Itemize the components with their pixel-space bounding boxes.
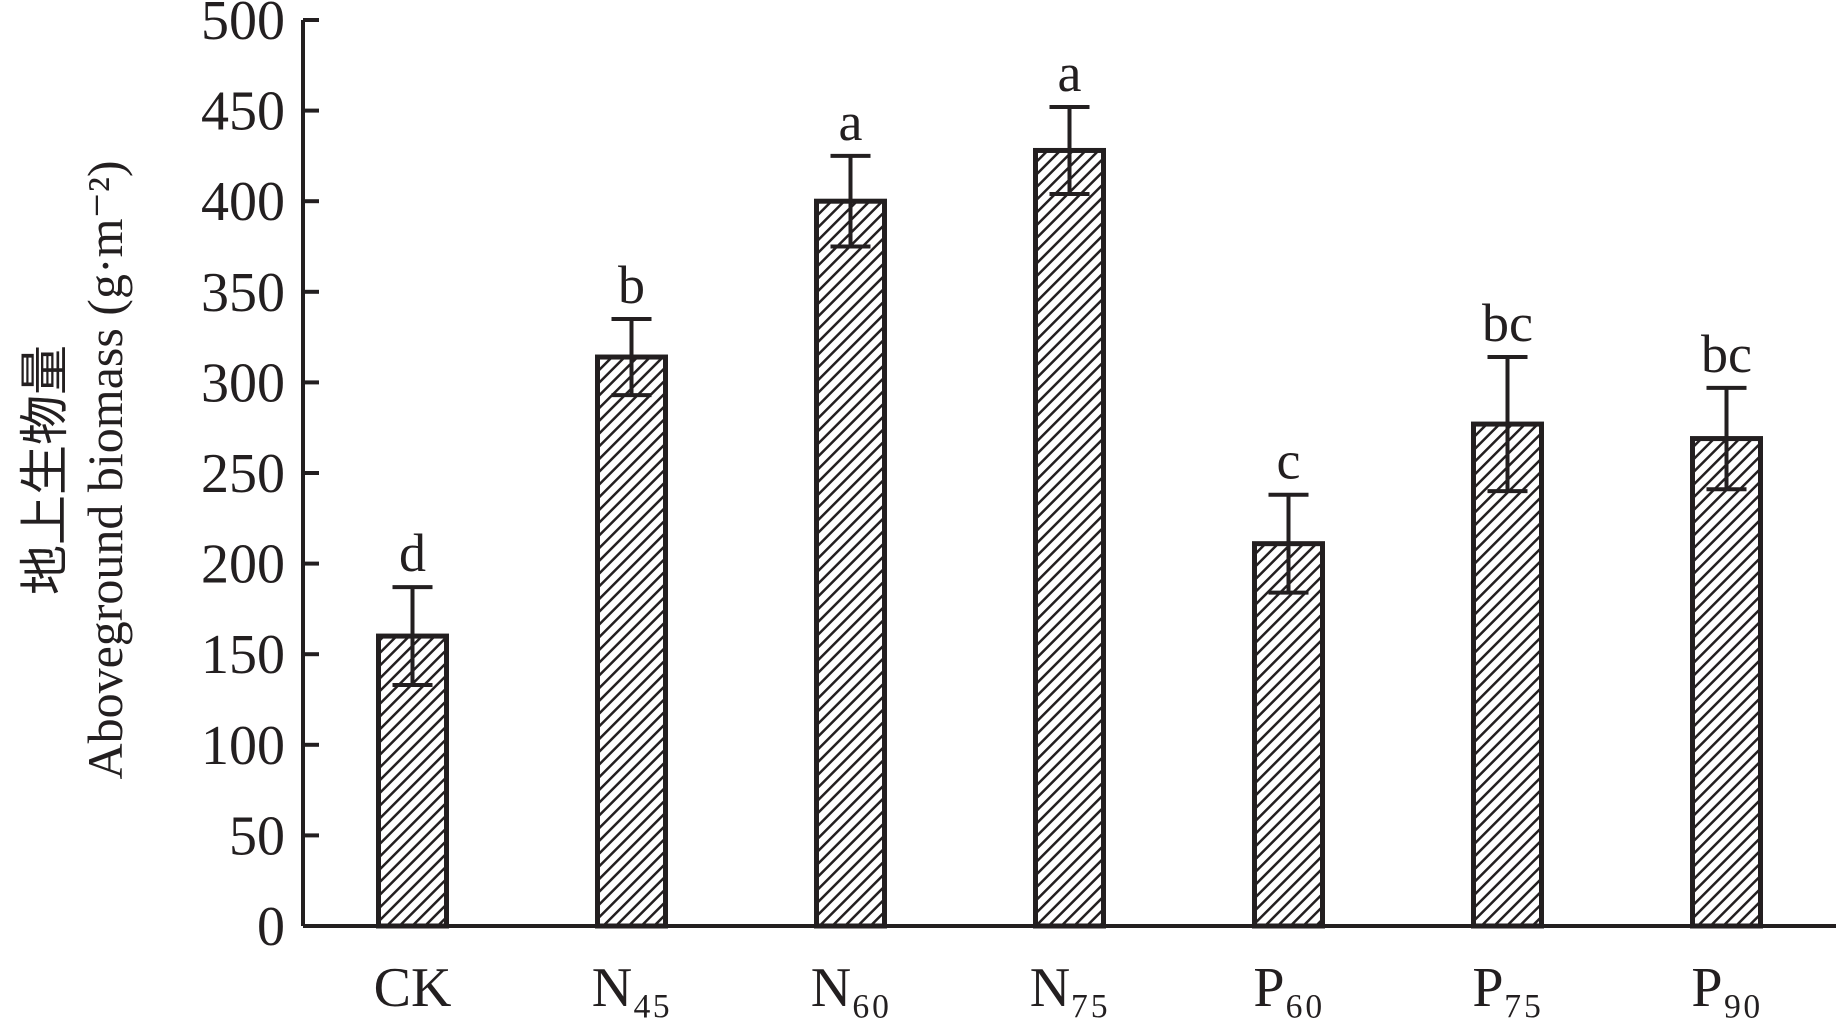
x-tick-label: P₆₀ [1253, 957, 1323, 1018]
bar [814, 198, 887, 929]
y-tick-label: 200 [201, 534, 285, 596]
bar [1033, 147, 1106, 929]
y-tick-label: 400 [201, 171, 285, 233]
y-axis-title: 地上生物量 Aboveground biomass (g·m⁻²) [17, 160, 133, 779]
y-tick-label: 300 [201, 352, 285, 414]
bar [1252, 541, 1325, 929]
y-tick-label: 350 [201, 262, 285, 324]
significance-letter: a [1058, 43, 1082, 103]
y-tick-label: 500 [201, 0, 285, 52]
bar [1471, 421, 1544, 929]
x-tick-label: N₇₅ [1030, 957, 1110, 1018]
bar [595, 354, 668, 929]
y-tick-label: 100 [201, 715, 285, 777]
y-tick-label: 250 [201, 443, 285, 505]
y-tick-label: 50 [229, 805, 285, 867]
significance-letter: bc [1482, 293, 1533, 353]
x-tick-label: P₉₀ [1691, 957, 1761, 1018]
x-tick-label: N₄₅ [592, 957, 672, 1018]
bar [1690, 436, 1763, 929]
significance-letter: bc [1701, 324, 1752, 384]
x-tick-label: P₇₅ [1472, 957, 1542, 1018]
y-tick-label: 450 [201, 81, 285, 143]
y-tick-label: 0 [257, 896, 285, 958]
x-tick-label: N₆₀ [811, 957, 891, 1018]
y-axis-title-en: Aboveground biomass (g·m⁻²) [77, 160, 133, 779]
significance-letter: d [399, 523, 426, 583]
significance-letter: b [618, 255, 645, 315]
significance-letter: a [839, 92, 863, 152]
y-tick-label: 150 [201, 624, 285, 686]
x-tick-label: CK [374, 957, 452, 1018]
bar [376, 633, 449, 929]
significance-letter: c [1277, 431, 1301, 491]
y-axis-title-cn: 地上生物量 [17, 345, 73, 595]
